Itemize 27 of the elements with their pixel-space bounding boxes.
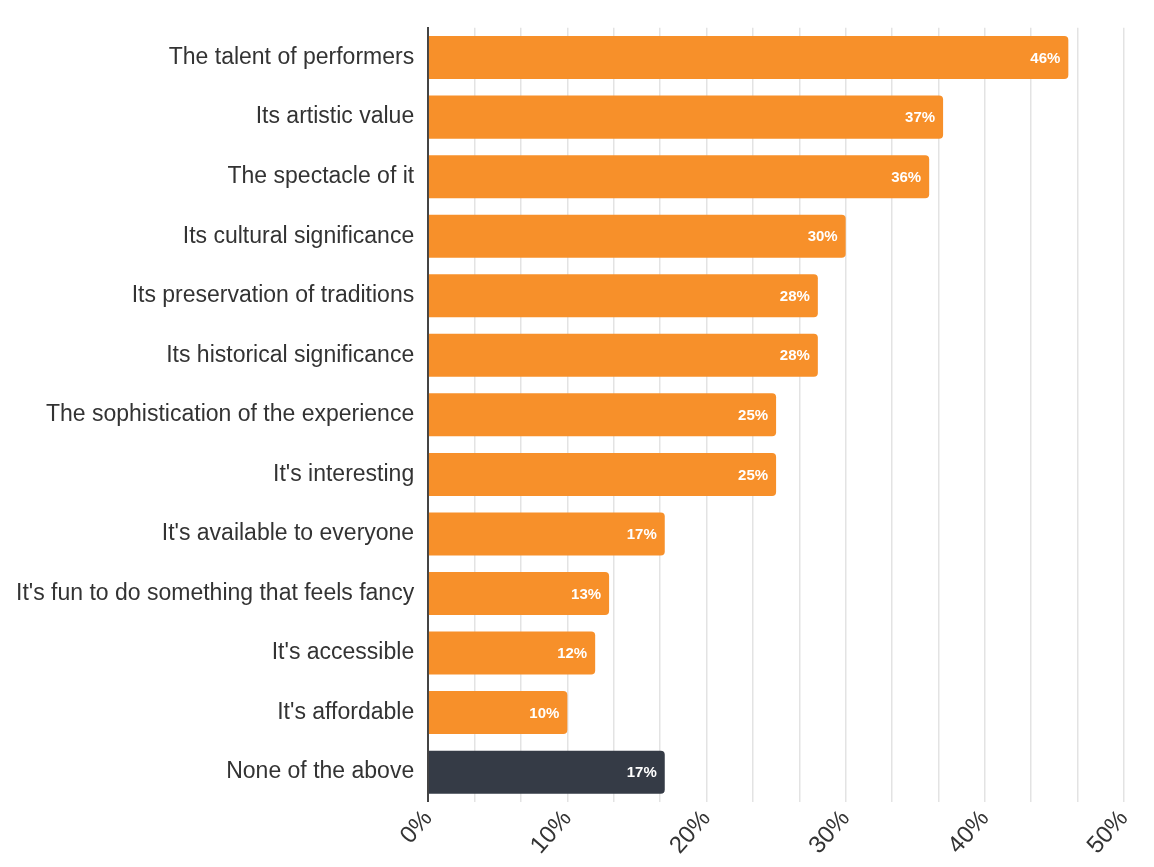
data-label: 46% [1030,48,1061,66]
data-label: 28% [779,286,810,304]
y-tick-label: It's interesting [272,459,415,486]
y-tick-label: It's available to everyone [161,519,415,546]
y-tick-label: The sophistication of the experience [45,400,415,427]
data-label: 30% [807,227,838,245]
y-tick-label: It's affordable [277,697,415,724]
y-tick-label: Its cultural significance [182,221,415,248]
data-label: 12% [557,644,588,662]
y-tick-label: Its historical significance [166,340,415,367]
data-label: 36% [891,167,922,185]
data-label: 10% [529,703,560,721]
data-label: 17% [626,763,657,781]
data-label: 25% [738,406,769,423]
y-tick-label: Its preservation of traditions [131,281,415,308]
y-tick-label: The spectacle of it [227,162,415,189]
y-tick-label: It's fun to do something that feels fancy [15,578,415,605]
y-tick-label: The talent of performers [168,42,415,69]
data-label: 28% [779,346,810,364]
x-tick-label: 0% [393,804,437,849]
data-label: 17% [626,525,657,543]
y-tick-label: None of the above [226,757,415,784]
data-label: 13% [571,584,602,602]
y-tick-label: Its artistic value [255,102,415,129]
data-label: 37% [905,108,936,126]
y-tick-label: It's accessible [271,638,415,665]
data-label: 25% [738,465,769,483]
